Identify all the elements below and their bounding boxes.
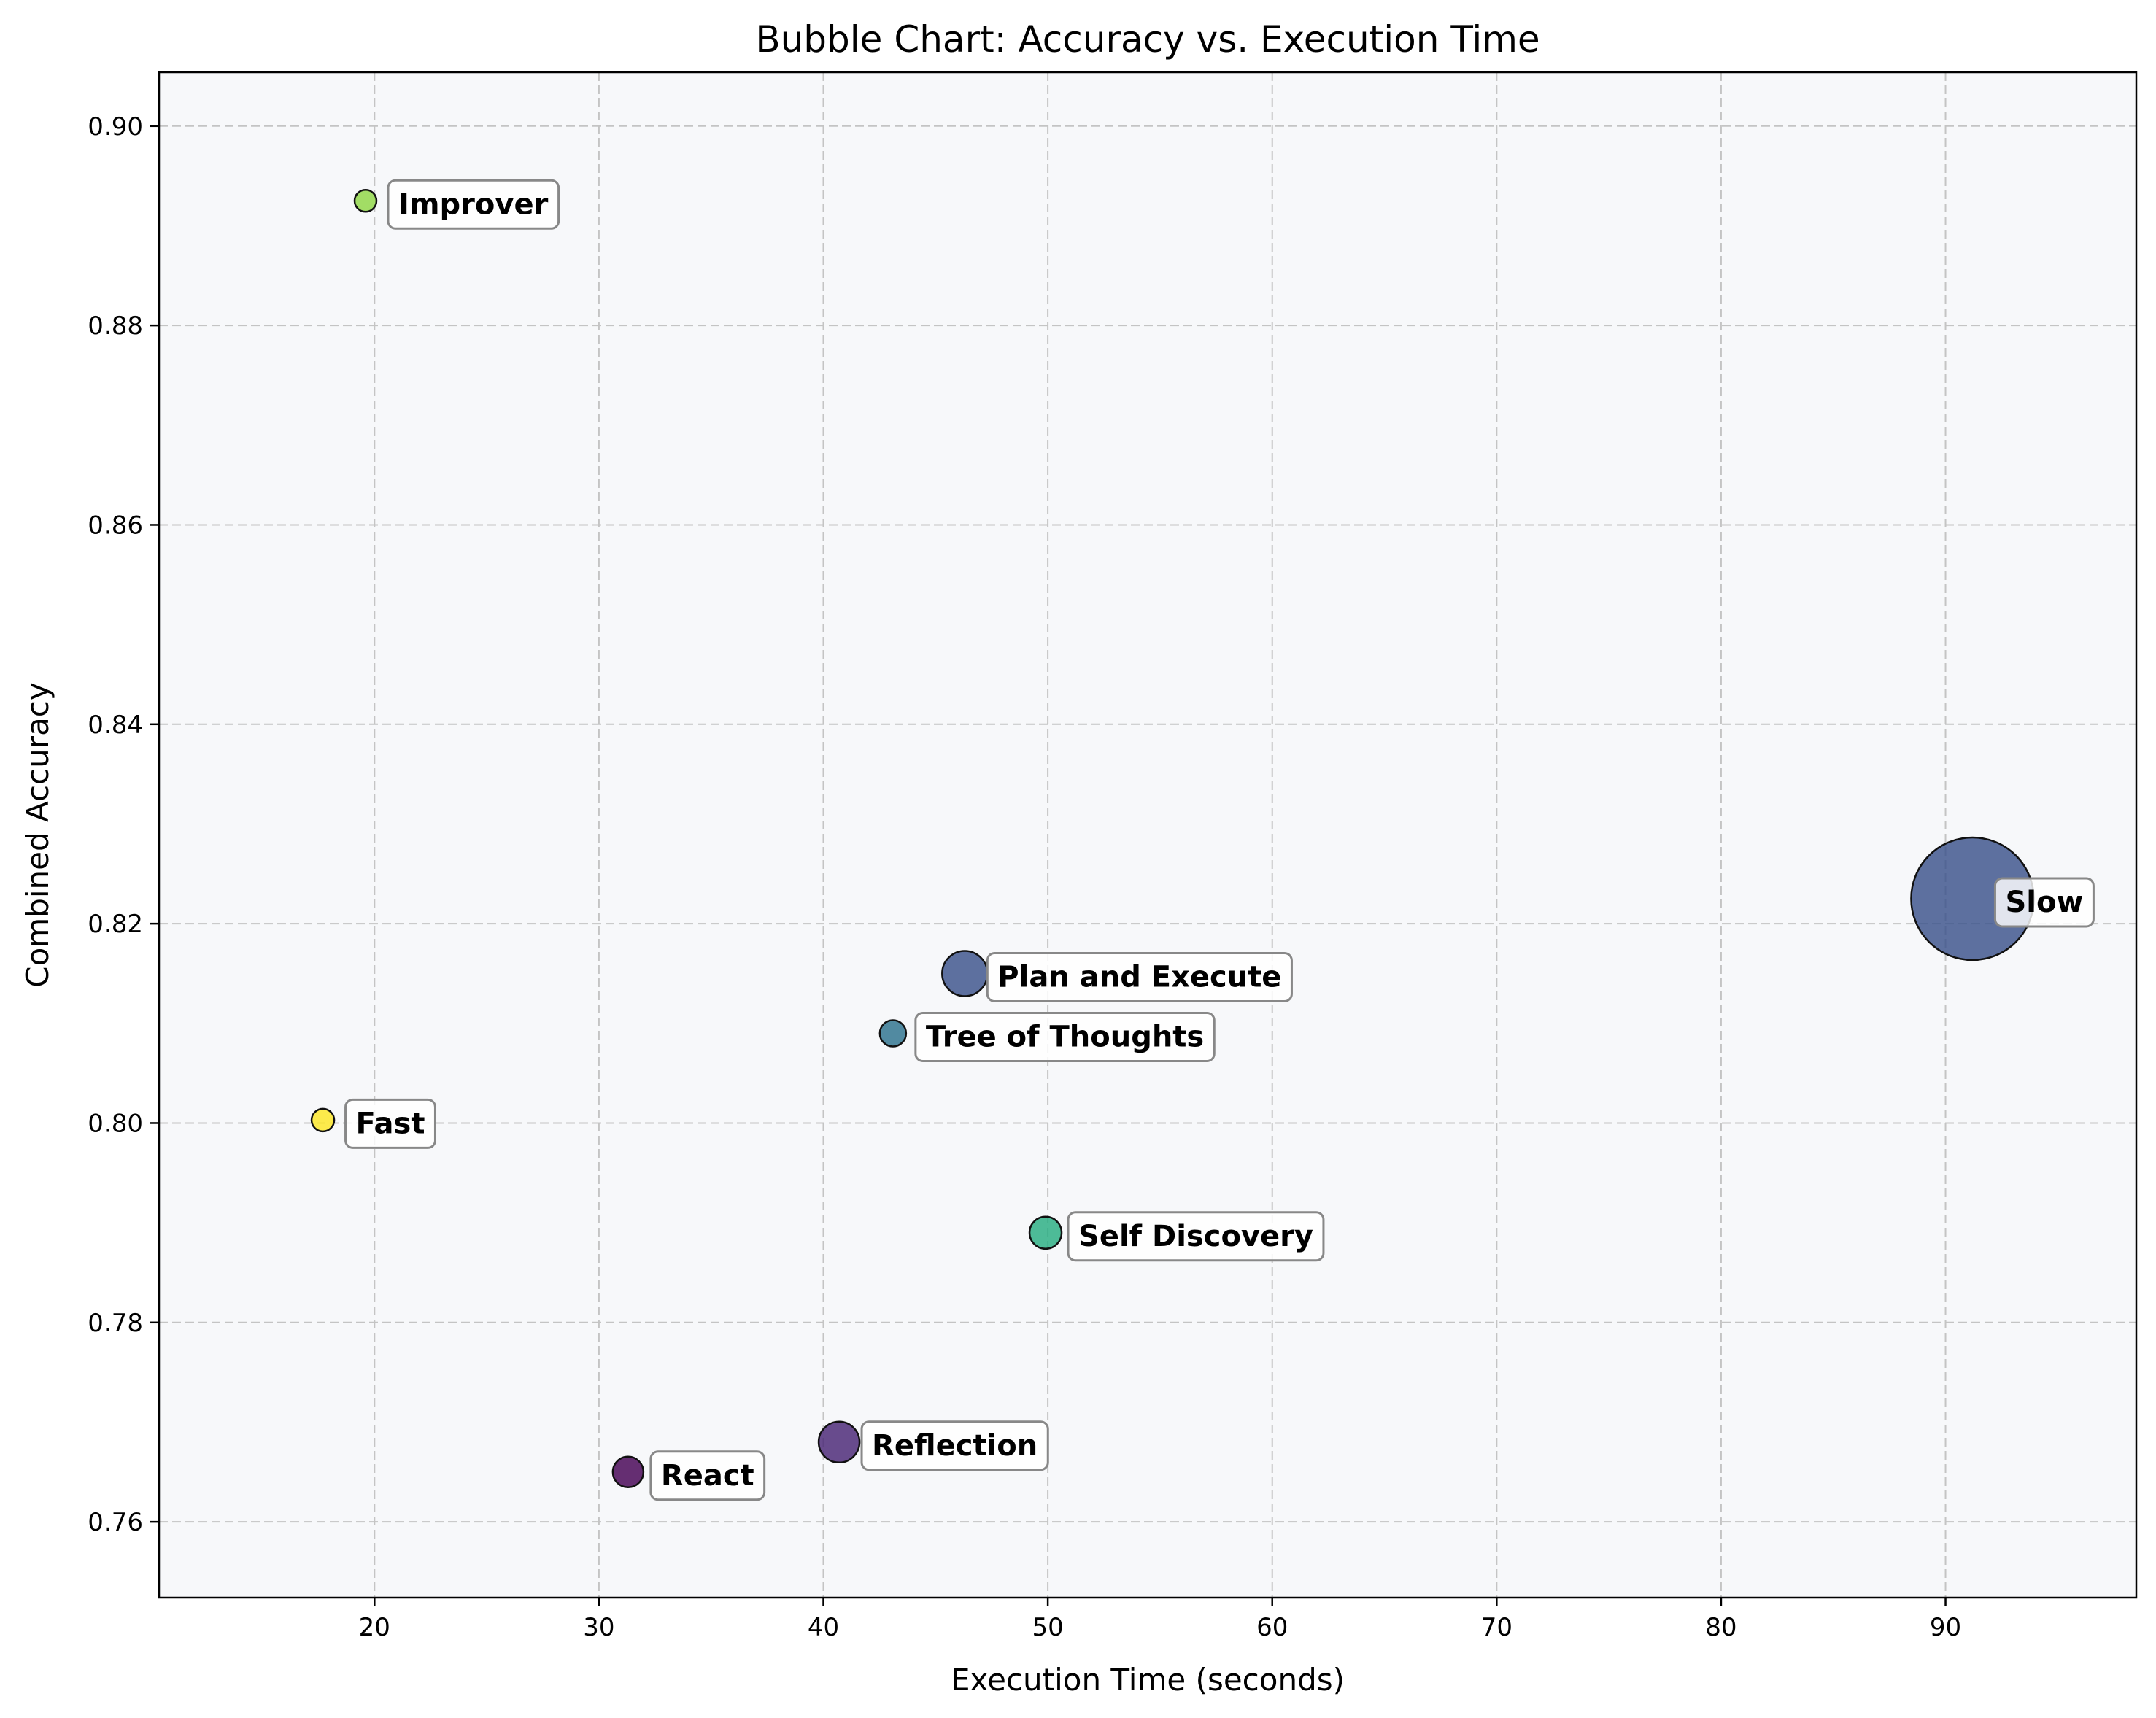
point-label-box: Tree of Thoughts (914, 1011, 1216, 1062)
label-background (986, 951, 1293, 1002)
label-background (1067, 1211, 1325, 1262)
point-label: React (661, 1459, 754, 1493)
bubble-tree-of-thoughts (878, 1019, 908, 1048)
point-label-box: Fast (344, 1098, 436, 1149)
y-tick-label: 0.84 (88, 711, 143, 740)
y-tick-label: 0.86 (88, 511, 143, 540)
label-background (387, 179, 560, 230)
point-label-box: Improver (387, 179, 560, 230)
point-label: Fast (356, 1107, 425, 1140)
label-background (860, 1420, 1049, 1471)
bubble-react (611, 1455, 645, 1489)
y-axis-title: Combined Accuracy (20, 682, 55, 987)
bubble-reflection (817, 1420, 861, 1464)
y-tick-label: 0.90 (88, 112, 143, 142)
bubble-plan-and-execute (941, 950, 989, 997)
label-background (914, 1011, 1216, 1062)
bubble-fast (310, 1107, 336, 1133)
bubble-improver (353, 189, 378, 213)
point-label: Slow (2005, 886, 2083, 919)
label-background (1993, 877, 2095, 928)
point-label: Reflection (872, 1429, 1038, 1463)
point-label: Self Discovery (1078, 1220, 1313, 1253)
point-label-box: Slow (1993, 877, 2095, 928)
label-background (344, 1098, 436, 1149)
x-tick-label: 50 (1032, 1613, 1063, 1642)
plot-area (159, 72, 2136, 1598)
y-tick-label: 0.82 (88, 910, 143, 939)
point-label: Improver (398, 187, 549, 221)
x-tick-label: 40 (808, 1613, 839, 1642)
point-label: Tree of Thoughts (926, 1020, 1204, 1053)
y-tick-label: 0.88 (88, 312, 143, 341)
point-label-box: Self Discovery (1067, 1211, 1325, 1262)
x-tick-label: 70 (1481, 1613, 1512, 1642)
point-label: Plan and Execute (997, 960, 1281, 994)
x-axis-title: Execution Time (seconds) (951, 1662, 1345, 1698)
point-label-box: Plan and Execute (986, 951, 1293, 1002)
y-tick-label: 0.76 (88, 1508, 143, 1537)
bubbles (310, 189, 2035, 1489)
x-tick-label: 30 (583, 1613, 614, 1642)
ticks: 20 30 40 50 60 70 80 90 0.76 0.78 0.80 0.82 0.84 0.86… (88, 112, 1961, 1642)
grid (159, 72, 2136, 1598)
chart-title: Bubble Chart: Accuracy vs. Execution Tim… (755, 18, 1539, 61)
y-tick-label: 0.80 (88, 1109, 143, 1138)
x-tick-label: 60 (1256, 1613, 1288, 1642)
plot-frame (158, 71, 2138, 1599)
point-label-box: React (649, 1450, 766, 1501)
x-tick-label: 80 (1705, 1613, 1736, 1642)
bubble-self-discovery (1028, 1215, 1063, 1250)
x-tick-label: 20 (359, 1613, 390, 1642)
point-labels: React Reflection Plan and Execute Tree of T… (344, 179, 2095, 1501)
x-tick-label: 90 (1930, 1613, 1961, 1642)
point-label-box: Reflection (860, 1420, 1049, 1471)
y-tick-label: 0.78 (88, 1309, 143, 1338)
label-background (649, 1450, 766, 1501)
